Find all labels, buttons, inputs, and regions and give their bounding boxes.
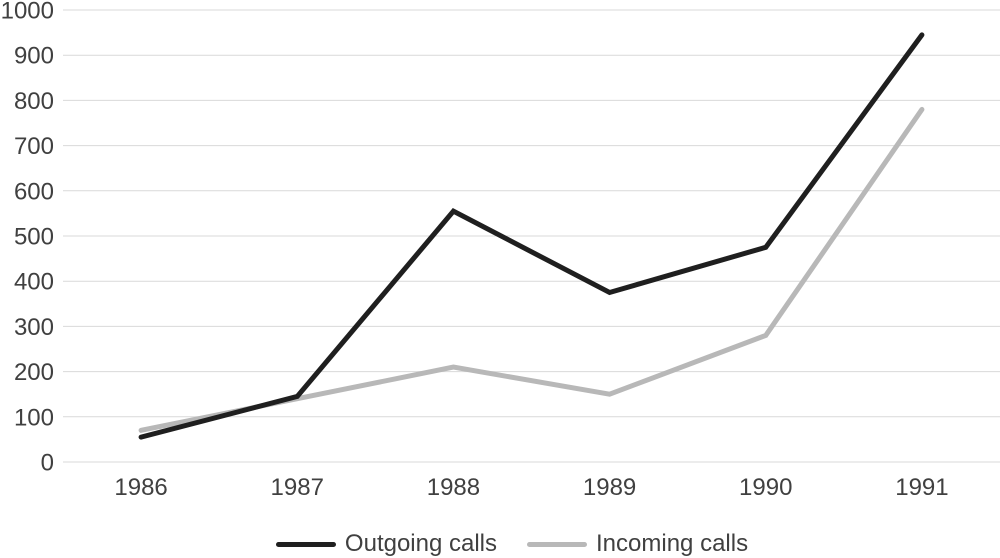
y-axis-tick-label: 800 xyxy=(14,88,54,115)
legend-line-swatch xyxy=(527,541,588,547)
legend-label: Incoming calls xyxy=(596,530,749,557)
legend-label: Outgoing calls xyxy=(344,530,498,557)
series-line-outgoing-calls xyxy=(138,32,925,440)
legend-item-incoming-calls: Incoming calls xyxy=(527,530,748,558)
y-axis-tick-label: 400 xyxy=(14,269,54,296)
x-axis-tick-label: 1989 xyxy=(583,474,636,501)
y-axis-tick-label: 300 xyxy=(14,314,54,341)
y-axis-tick-label: 0 xyxy=(41,450,54,477)
series-line-incoming-calls xyxy=(138,106,925,433)
legend-item-outgoing-calls: Outgoing calls xyxy=(275,530,498,558)
y-axis-tick-label: 500 xyxy=(14,224,54,251)
legend-line-swatch xyxy=(275,541,336,547)
y-axis-tick-label: 100 xyxy=(14,404,54,431)
legend: Outgoing calls Incoming calls xyxy=(12,530,1000,558)
x-axis-tick-label: 1986 xyxy=(114,474,167,501)
y-axis-tick-label: 700 xyxy=(14,133,54,160)
x-axis-tick-label: 1991 xyxy=(895,474,948,501)
y-axis-tick-label: 600 xyxy=(14,178,54,205)
x-axis-tick-label: 1987 xyxy=(271,474,324,501)
y-axis-tick-label: 200 xyxy=(14,359,54,386)
x-axis-tick-label: 1990 xyxy=(739,474,792,501)
x-axis-tick-label: 1988 xyxy=(427,474,480,501)
y-axis-tick-label: 1000 xyxy=(1,0,54,25)
y-axis-tick-label: 900 xyxy=(14,43,54,70)
